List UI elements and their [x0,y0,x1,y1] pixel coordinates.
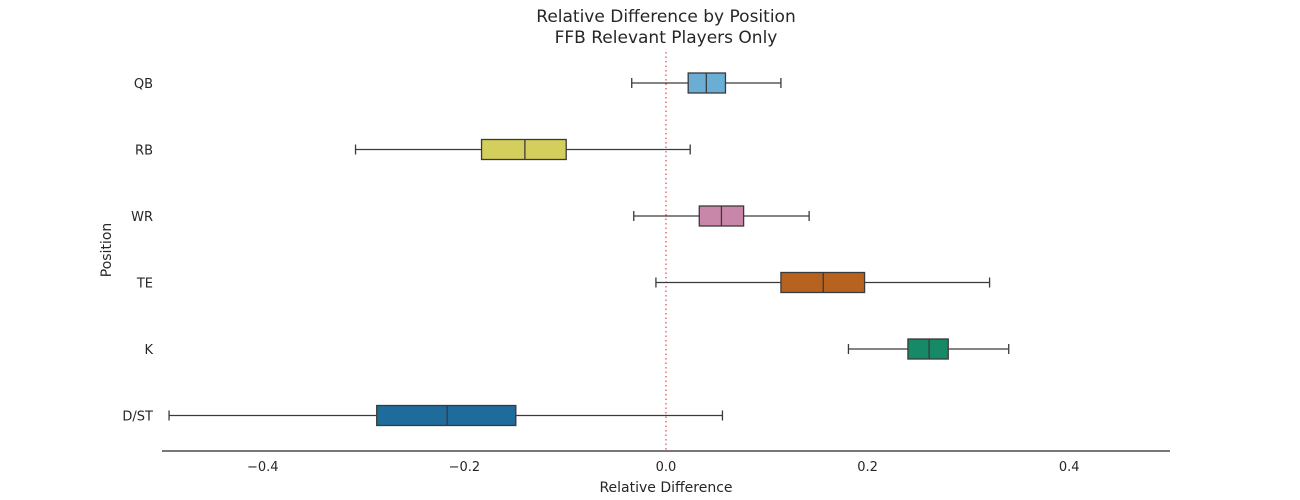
box-qb [631,72,782,94]
plot-area [168,52,1010,451]
chart-title-line1: Relative Difference by Position [536,7,795,27]
box-te [655,271,991,294]
x-tick-label: −0.2 [449,460,481,475]
y-tick-label: K [144,343,153,358]
box-rb [354,138,691,161]
y-tick-label: QB [134,77,153,92]
x-axis-ticks: −0.4 −0.2 0.0 0.2 0.4 [247,460,1080,475]
x-tick-label: 0.0 [656,460,677,475]
y-tick-label: RB [135,144,153,159]
box-dst [168,404,724,427]
y-axis-ticks: QB RB WR TE K D/ST [122,77,153,425]
x-tick-label: 0.2 [857,460,878,475]
x-tick-label: 0.4 [1059,460,1080,475]
iqr-box [907,338,949,360]
box-wr [633,205,810,227]
x-tick-label: −0.4 [247,460,279,475]
x-axis-label: Relative Difference [599,480,732,496]
chart-title-line2: FFB Relevant Players Only [555,28,778,48]
iqr-box [480,138,567,161]
y-axis-label: Position [99,223,115,278]
y-tick-label: D/ST [122,410,153,425]
iqr-box [376,404,517,427]
y-tick-label: WR [131,210,153,225]
box-k [847,338,1010,360]
y-tick-label: TE [136,277,153,292]
